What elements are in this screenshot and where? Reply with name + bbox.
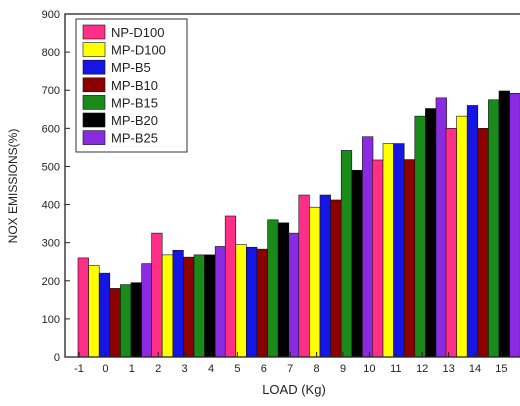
x-tick-label: 0 bbox=[102, 363, 108, 375]
bar-mp-b25 bbox=[435, 97, 447, 358]
legend-label: MP-B25 bbox=[111, 131, 158, 146]
x-tick-label: 13 bbox=[442, 363, 454, 375]
x-tick-label: 11 bbox=[390, 363, 401, 375]
x-axis-label: LOAD (Kg) bbox=[262, 382, 326, 397]
bar-mp-b10 bbox=[109, 288, 121, 358]
legend-swatch bbox=[82, 77, 106, 93]
x-tick-label: 3 bbox=[182, 363, 188, 375]
bar-mp-b5 bbox=[172, 249, 184, 358]
bar-mp-b25 bbox=[214, 246, 227, 358]
y-axis-label: NOX EMISSIONS(%) bbox=[6, 129, 20, 244]
legend-box bbox=[75, 18, 188, 153]
x-tick-label: 9 bbox=[340, 363, 346, 375]
x-tick-label: 14 bbox=[469, 363, 481, 375]
bar-mp-b15 bbox=[340, 150, 353, 358]
bar-np-d100 bbox=[224, 215, 237, 358]
y-tick-label: 800 bbox=[42, 47, 60, 59]
bar-mp-b20 bbox=[130, 282, 142, 358]
bar-mp-b25 bbox=[362, 136, 374, 358]
bar-mp-b5 bbox=[98, 272, 111, 358]
bar-np-d100 bbox=[77, 257, 89, 358]
bar-np-d100 bbox=[298, 194, 310, 358]
bar-mp-b15 bbox=[120, 284, 132, 358]
bar-mp-d100 bbox=[382, 143, 394, 358]
bar-mp-b20 bbox=[425, 108, 437, 358]
bar-mp-b10 bbox=[256, 248, 268, 358]
bar-mp-b25 bbox=[288, 232, 300, 358]
bar-mp-b5 bbox=[466, 105, 479, 358]
x-tick-label: 12 bbox=[416, 363, 428, 375]
legend-swatch bbox=[82, 24, 106, 40]
y-tick-label: 400 bbox=[42, 200, 60, 212]
legend-label: MP-B5 bbox=[111, 60, 151, 75]
legend-swatch bbox=[82, 59, 106, 75]
x-tick-label: 7 bbox=[287, 363, 293, 375]
legend-swatch bbox=[82, 112, 106, 128]
y-tick-label: 600 bbox=[42, 123, 60, 135]
y-tick-label: 100 bbox=[42, 314, 60, 326]
y-tick-label: 700 bbox=[42, 85, 60, 97]
bar-mp-d100 bbox=[309, 206, 321, 358]
bar-mp-b15 bbox=[488, 99, 500, 358]
x-tick-label: -1 bbox=[74, 363, 84, 375]
x-tick-label: 2 bbox=[155, 363, 161, 375]
y-tick-label: 300 bbox=[42, 238, 60, 250]
x-tick-label: 10 bbox=[363, 363, 375, 375]
legend-label: MP-B15 bbox=[111, 95, 158, 110]
bar-mp-b15 bbox=[193, 254, 205, 358]
legend-label: MP-B10 bbox=[111, 78, 158, 93]
x-axis: -1012345678910111213141516 bbox=[74, 352, 508, 375]
x-tick-label: 6 bbox=[261, 363, 267, 375]
bar-mp-d100 bbox=[235, 244, 247, 358]
bar-mp-b20 bbox=[277, 222, 290, 358]
bar-mp-d100 bbox=[161, 254, 174, 358]
bar-mp-d100 bbox=[456, 115, 468, 358]
bar-mp-b25 bbox=[509, 92, 520, 358]
legend-swatch bbox=[82, 42, 106, 57]
legend-swatch bbox=[82, 95, 106, 110]
plot-frame bbox=[64, 13, 520, 358]
bar-mp-b10 bbox=[403, 159, 416, 358]
bar-np-d100 bbox=[151, 232, 163, 358]
x-tick-label: 1 bbox=[129, 363, 135, 375]
bar-mp-b25 bbox=[141, 263, 153, 358]
x-tick-label: 15 bbox=[495, 363, 507, 375]
x-tick-label: 4 bbox=[208, 363, 214, 375]
bar-mp-b20 bbox=[498, 90, 510, 358]
bar-mp-b15 bbox=[414, 115, 426, 358]
bar-mp-b10 bbox=[330, 199, 342, 358]
bar-np-d100 bbox=[372, 159, 384, 358]
bar-mp-b5 bbox=[246, 246, 258, 358]
bar-mp-b20 bbox=[204, 254, 216, 358]
legend: NP-D100 MP-D100 MP-B5 MP-B10 MP-B15 MP-B20 MP-… bbox=[75, 18, 188, 153]
bar-np-d100 bbox=[445, 128, 457, 358]
bar-mp-b5 bbox=[393, 143, 405, 358]
legend-label: MP-D100 bbox=[111, 43, 166, 58]
bar-mp-b20 bbox=[351, 169, 363, 358]
bar-mp-b10 bbox=[477, 128, 489, 358]
legend-label: MP-B20 bbox=[111, 113, 158, 128]
bar-mp-d100 bbox=[88, 265, 100, 358]
y-axis: 0 100 200 300 400 500 600 700 800 900 bbox=[42, 9, 70, 364]
bar-mp-b10 bbox=[183, 256, 195, 358]
y-tick-label: 0 bbox=[54, 352, 60, 364]
legend-swatch bbox=[82, 130, 106, 145]
legend-label: NP-D100 bbox=[111, 25, 164, 40]
y-tick-label: 900 bbox=[42, 9, 60, 21]
bar-mp-b5 bbox=[319, 194, 331, 358]
x-tick-label: 8 bbox=[314, 363, 320, 375]
y-tick-label: 500 bbox=[42, 161, 60, 173]
bar-mp-b15 bbox=[267, 219, 279, 358]
y-tick-label: 200 bbox=[42, 276, 60, 288]
x-tick-label: 5 bbox=[234, 363, 240, 375]
